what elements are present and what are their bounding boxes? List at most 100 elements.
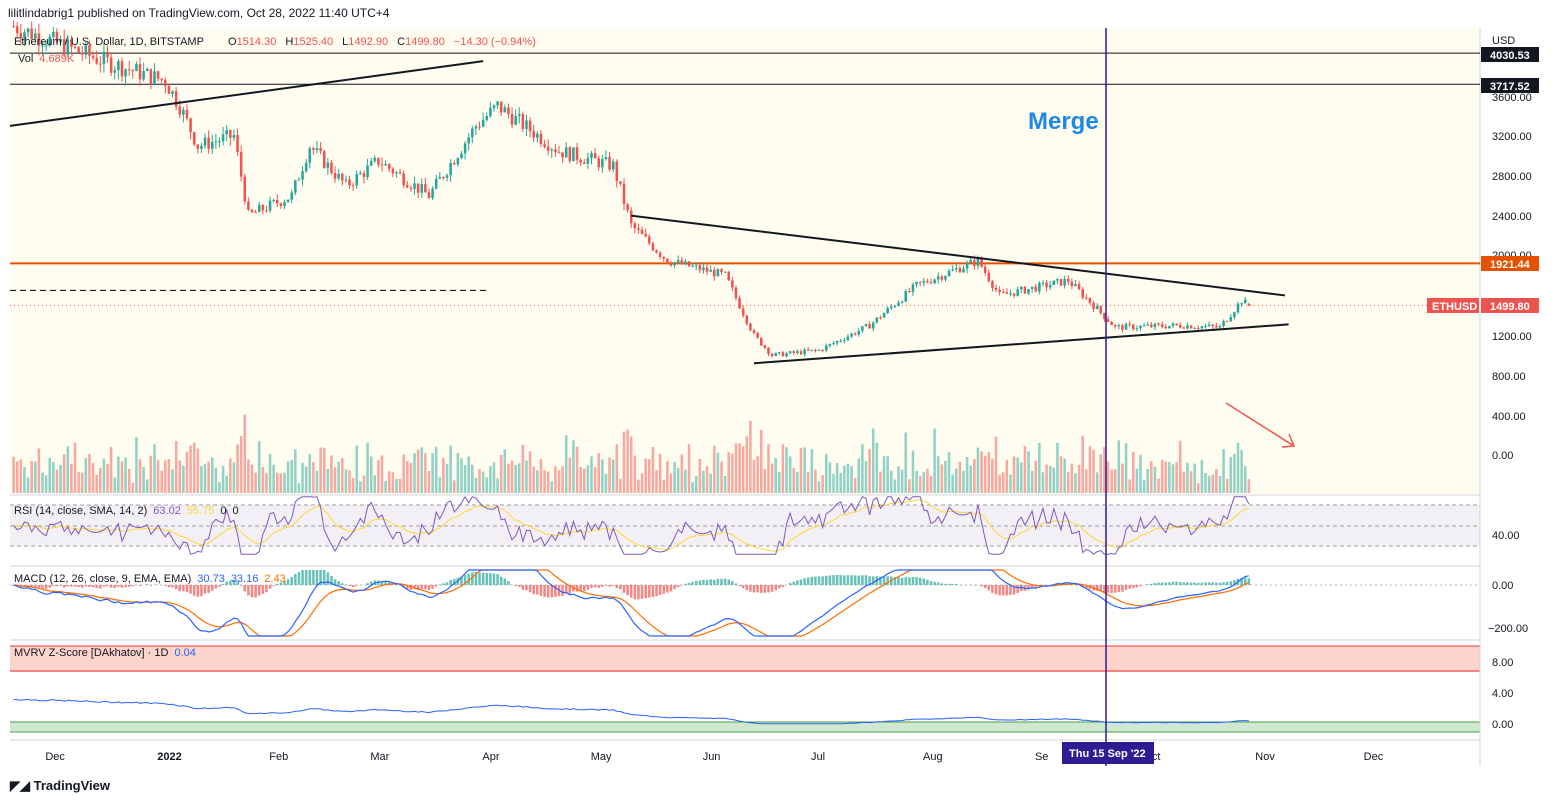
macd-histogram-bar: [799, 579, 803, 585]
volume-bar: [1005, 459, 1009, 493]
macd-histogram-bar: [955, 584, 958, 585]
candle-body: [918, 281, 922, 283]
down-arrow-annotation[interactable]: [1225, 402, 1296, 448]
candle-body: [550, 149, 554, 151]
mvrv-red-zone: [10, 646, 1480, 672]
macd-histogram-bar: [792, 581, 796, 585]
tradingview-logo[interactable]: ◤◢ TradingView: [10, 778, 110, 794]
macd-histogram-bar: [1200, 582, 1204, 585]
candle-body: [1041, 282, 1045, 284]
macd-histogram-bar: [99, 585, 102, 589]
macd-histogram-bar: [926, 579, 929, 585]
volume-bar: [88, 454, 91, 493]
volume-bar: [1113, 469, 1117, 493]
candle-body: [1229, 317, 1233, 322]
macd-histogram-bar: [276, 583, 279, 585]
candle-body: [604, 156, 608, 160]
candle-body: [586, 157, 590, 164]
volume-bar: [814, 469, 817, 493]
level-badge-3717: [1481, 78, 1539, 93]
macd-histogram-bar: [821, 576, 824, 585]
macd-histogram-bar: [806, 577, 810, 585]
price-pane[interactable]: [10, 28, 1480, 494]
candle-body: [384, 164, 387, 166]
macd-histogram-bar: [546, 585, 550, 598]
macd-histogram-bar: [575, 585, 579, 592]
macd-histogram-bar: [918, 577, 922, 585]
volume-bar: [1218, 476, 1222, 493]
macd-histogram-bar: [1117, 585, 1121, 592]
candle-body: [1048, 285, 1052, 288]
candle-body: [694, 265, 698, 267]
volume-bar: [698, 459, 702, 493]
candle-body: [301, 171, 304, 180]
tradingview-logo-icon: ◤◢: [10, 778, 30, 793]
candle-body: [1175, 323, 1178, 325]
volume-bar: [835, 463, 839, 493]
symbol-title[interactable]: Ethereum / U.S. Dollar, 1D, BITSTAMP: [14, 36, 204, 48]
volume-bar: [424, 453, 427, 493]
macd-histogram-bar: [608, 585, 611, 587]
candle-body: [626, 204, 629, 211]
macd-legend[interactable]: MACD (12, 26, close, 9, EMA, EMA) 30.73 33…: [14, 573, 286, 585]
volume-bar: [124, 457, 127, 493]
volume-bar: [348, 470, 351, 493]
candle-body: [239, 152, 243, 177]
macd-histogram-bar: [517, 585, 521, 587]
candle-body: [19, 33, 23, 39]
rsi-legend[interactable]: RSI (14, close, SMA, 14, 2) 63.02 55.75 0 0: [14, 505, 239, 517]
candle-body: [290, 192, 293, 200]
macd-histogram-bar: [904, 577, 907, 585]
volume-bar: [716, 452, 720, 493]
candle-body: [579, 159, 582, 163]
volume-bar: [745, 436, 749, 493]
candle-body: [911, 284, 915, 292]
macd-histogram-bar: [431, 585, 434, 589]
volume-bar: [257, 441, 261, 493]
volume-bar: [341, 458, 344, 493]
candle-body: [886, 308, 889, 314]
volume-bar: [756, 456, 759, 493]
macd-histogram-bar: [106, 585, 109, 587]
candle-body: [788, 351, 792, 354]
volume-bar: [1178, 440, 1182, 493]
trendlines[interactable]: [9, 60, 1289, 365]
candle-body: [666, 258, 669, 264]
mvrv-legend[interactable]: MVRV Z-Score [DAkhatov] · 1D 0.04: [14, 647, 196, 659]
volume-bar: [499, 454, 503, 493]
volume-bar: [741, 446, 745, 493]
volume-bar: [243, 414, 247, 493]
candle-body: [973, 259, 976, 266]
macd-pane[interactable]: [10, 568, 1480, 638]
candle-body: [1247, 303, 1251, 306]
candle-body: [70, 39, 73, 47]
volume-bar: [99, 467, 102, 493]
macd-histogram-bar: [427, 585, 431, 590]
volume-bar: [308, 454, 312, 493]
candle-body: [572, 147, 575, 162]
candle-body: [590, 153, 593, 158]
macd-histogram-bar: [1121, 585, 1124, 592]
volume-bar: [521, 444, 525, 493]
volume-bar: [1186, 462, 1189, 493]
volume-bar: [601, 459, 604, 493]
volume-bar: [1056, 442, 1059, 493]
volume-bar: [947, 452, 951, 493]
macd-histogram-bar: [207, 585, 210, 593]
macd-histogram-bar: [52, 585, 55, 586]
candle-body: [528, 120, 532, 132]
volume-bar: [803, 447, 806, 493]
candle-body: [806, 349, 810, 351]
macd-histogram-bar: [120, 585, 124, 588]
macd-histogram-bar: [583, 585, 586, 592]
candle-body: [322, 151, 326, 168]
candle-body: [232, 135, 236, 138]
macd-histogram-bar: [1247, 578, 1251, 585]
candle-body: [341, 173, 344, 181]
volume-bar: [936, 456, 940, 493]
volume-bar: [1106, 461, 1110, 493]
volume-bar: [713, 445, 716, 493]
candle-body: [149, 68, 153, 85]
macd-histogram-bar: [1160, 582, 1164, 585]
